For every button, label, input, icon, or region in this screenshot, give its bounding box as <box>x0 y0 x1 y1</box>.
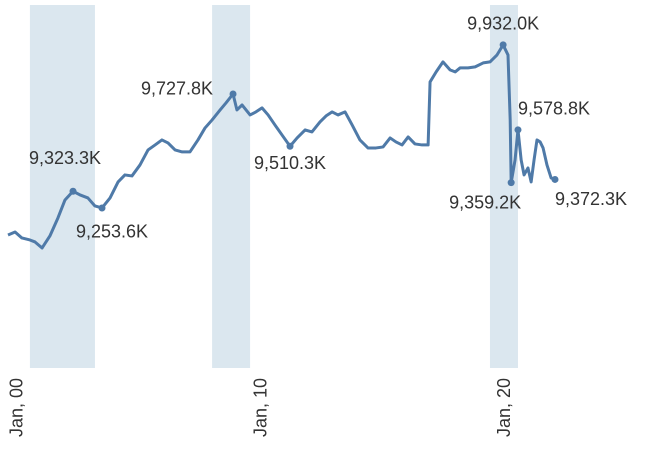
annotation-label: 9,359.2K <box>449 192 521 212</box>
annotation-point <box>499 41 507 49</box>
annotation-point <box>551 175 559 183</box>
annotation-point <box>514 126 522 134</box>
shaded-region <box>212 5 251 368</box>
annotation-point <box>98 204 106 212</box>
x-tick-label: Jan, 00 <box>7 378 27 437</box>
x-tick-label: Jan, 10 <box>250 378 270 437</box>
annotation-label: 9,510.3K <box>254 153 326 173</box>
annotation-label: 9,932.0K <box>467 14 539 34</box>
annotation-label: 9,578.8K <box>518 99 590 119</box>
shaded-region <box>29 5 95 368</box>
annotation-label: 9,372.3K <box>555 189 627 209</box>
annotation-point <box>69 187 77 195</box>
annotation-point <box>286 142 294 150</box>
annotation-label: 9,727.8K <box>141 79 213 99</box>
annotation-point <box>229 90 237 98</box>
annotation-label: 9,323.3K <box>29 148 101 168</box>
x-tick-label: Jan, 20 <box>494 378 514 437</box>
annotation-point <box>507 179 515 187</box>
line <box>7 43 556 250</box>
shaded-region <box>489 5 518 368</box>
annotation-label: 9,253.6K <box>76 222 148 242</box>
